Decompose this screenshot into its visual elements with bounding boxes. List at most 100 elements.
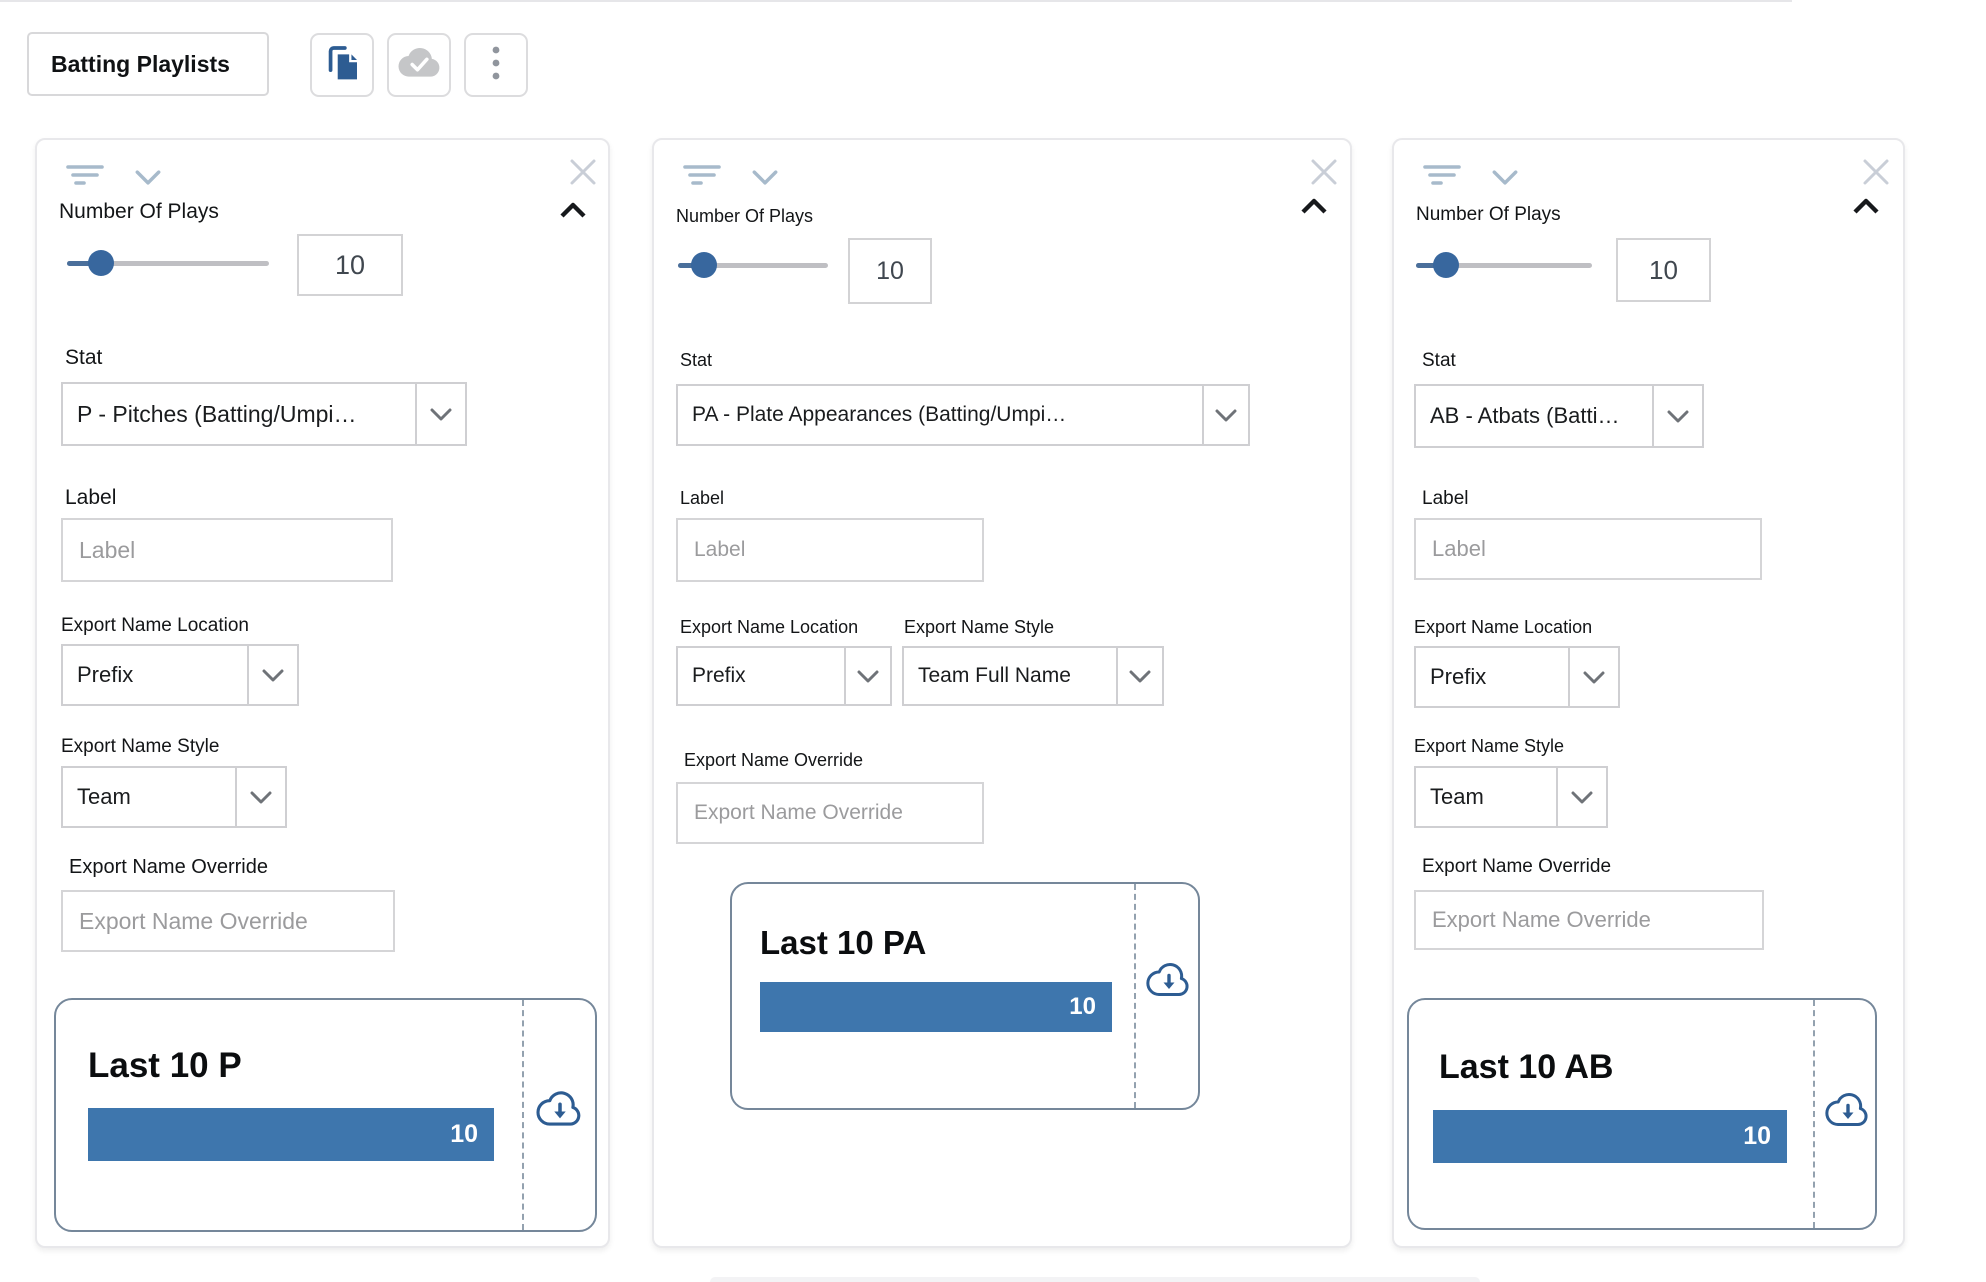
export-name-style-select[interactable]: Team: [61, 766, 287, 828]
slider-handle[interactable]: [1432, 252, 1459, 278]
cloud-download-icon[interactable]: [1823, 1092, 1873, 1135]
collapse-section-icon[interactable]: [559, 202, 587, 224]
export-name-location-value: Prefix: [77, 662, 134, 687]
close-icon[interactable]: [1862, 158, 1890, 191]
label-input[interactable]: [1414, 518, 1762, 580]
export-name-style-select[interactable]: Team Full Name: [902, 646, 1164, 706]
dropdown-chevron-icon[interactable]: [1202, 386, 1248, 444]
label-field-label: Label: [1422, 488, 1469, 509]
export-name-style-label: Export Name Style: [904, 617, 1055, 637]
playlist-preview-card[interactable]: Last 10 PA 10: [730, 882, 1200, 1110]
export-name-override-label: Export Name Override: [684, 750, 864, 770]
export-name-style-label: Export Name Style: [61, 736, 220, 757]
export-name-location-select[interactable]: Prefix: [61, 644, 299, 706]
slider-track[interactable]: [1416, 263, 1592, 268]
cloud-download-icon[interactable]: [1144, 962, 1194, 1005]
slider-fill: [1416, 263, 1446, 268]
close-icon[interactable]: [569, 158, 597, 191]
export-name-location-label: Export Name Location: [1414, 617, 1593, 637]
export-name-style-value: Team: [1430, 784, 1484, 809]
dropdown-chevron-icon[interactable]: [235, 768, 285, 826]
playlist-preview-card[interactable]: Last 10 AB 10: [1407, 998, 1877, 1230]
label-input[interactable]: [61, 518, 393, 582]
preview-divider: [1134, 884, 1136, 1108]
cloud-sync-button[interactable]: [387, 33, 451, 97]
top-divider: [0, 0, 1792, 2]
playlist-preview-title: Last 10 P: [88, 1046, 242, 1085]
playlist-config-card-1: Number Of Plays Stat P - Pitches (Battin…: [35, 138, 610, 1248]
cloud-download-icon[interactable]: [534, 1090, 586, 1135]
preview-divider: [1813, 1000, 1815, 1228]
slider-handle[interactable]: [88, 250, 115, 276]
export-name-override-input[interactable]: [61, 890, 395, 952]
export-name-style-value: Team: [77, 784, 131, 809]
playlist-preview-title: Last 10 AB: [1439, 1048, 1614, 1086]
playlist-preview-card[interactable]: Last 10 P 10: [54, 998, 597, 1232]
playlist-title-text: Batting Playlists: [51, 50, 230, 77]
stat-select[interactable]: P - Pitches (Batting/Umpi…: [61, 382, 467, 446]
number-of-plays-input[interactable]: [1616, 238, 1711, 302]
number-of-plays-slider[interactable]: [678, 252, 828, 278]
dropdown-chevron-icon[interactable]: [1116, 648, 1162, 704]
playlist-config-card-3: Number Of Plays Stat AB - Atbats (Batti……: [1392, 138, 1905, 1248]
number-of-plays-label: Number Of Plays: [1416, 204, 1561, 225]
playlist-preview-title: Last 10 PA: [760, 924, 927, 961]
copy-button[interactable]: [310, 33, 374, 97]
export-name-location-value: Prefix: [692, 664, 746, 687]
stat-label: Stat: [65, 346, 103, 369]
playlist-title-field[interactable]: Batting Playlists: [27, 32, 269, 96]
number-of-plays-input[interactable]: [848, 238, 932, 304]
dropdown-chevron-icon[interactable]: [415, 384, 465, 444]
stat-select[interactable]: AB - Atbats (Batti…: [1414, 384, 1704, 448]
filter-icon[interactable]: [65, 162, 105, 195]
slider-track[interactable]: [678, 263, 828, 268]
stat-select-value: P - Pitches (Batting/Umpi…: [77, 400, 357, 427]
export-name-style-value: Team Full Name: [918, 664, 1071, 687]
dropdown-chevron-icon[interactable]: [1556, 768, 1606, 826]
slider-handle[interactable]: [690, 252, 717, 278]
stat-select-value: AB - Atbats (Batti…: [1430, 403, 1620, 428]
collapse-section-icon[interactable]: [1300, 198, 1328, 220]
slider-fill: [67, 261, 102, 266]
export-name-override-input[interactable]: [676, 782, 984, 844]
playlist-count-bar: 10: [88, 1108, 494, 1161]
dropdown-chevron-icon[interactable]: [844, 648, 890, 704]
chevron-down-icon[interactable]: [752, 170, 778, 190]
number-of-plays-slider[interactable]: [1416, 252, 1592, 278]
dropdown-chevron-icon[interactable]: [1652, 386, 1702, 446]
export-name-location-select[interactable]: Prefix: [676, 646, 892, 706]
dropdown-chevron-icon[interactable]: [247, 646, 297, 704]
preview-divider: [522, 1000, 524, 1230]
offscreen-element-edge: [710, 1277, 1480, 1282]
playlist-count-bar: 10: [760, 982, 1112, 1032]
filter-icon[interactable]: [682, 162, 722, 195]
export-name-override-input[interactable]: [1414, 890, 1764, 950]
collapse-section-icon[interactable]: [1852, 198, 1880, 220]
number-of-plays-label: Number Of Plays: [676, 206, 814, 226]
export-name-location-value: Prefix: [1430, 664, 1487, 689]
number-of-plays-label: Number Of Plays: [59, 200, 219, 223]
chevron-down-icon[interactable]: [1492, 170, 1518, 190]
dropdown-chevron-icon[interactable]: [1568, 648, 1618, 706]
stat-label: Stat: [1422, 350, 1456, 371]
number-of-plays-slider[interactable]: [67, 250, 269, 276]
stat-label: Stat: [680, 350, 713, 370]
cloud-check-icon: [396, 46, 442, 85]
chevron-down-icon[interactable]: [135, 170, 161, 190]
playlist-count-bar: 10: [1433, 1110, 1787, 1163]
stat-select[interactable]: PA - Plate Appearances (Batting/Umpi…: [676, 384, 1250, 446]
slider-track[interactable]: [67, 261, 269, 266]
export-name-location-select[interactable]: Prefix: [1414, 646, 1620, 708]
export-name-style-select[interactable]: Team: [1414, 766, 1608, 828]
close-icon[interactable]: [1310, 158, 1338, 191]
export-name-location-label: Export Name Location: [680, 617, 859, 637]
number-of-plays-input[interactable]: [297, 234, 403, 296]
playlist-count-value: 10: [1743, 1122, 1771, 1150]
more-options-button[interactable]: [464, 33, 528, 97]
export-name-style-label: Export Name Style: [1414, 736, 1565, 756]
filter-icon[interactable]: [1422, 162, 1462, 195]
label-input[interactable]: [676, 518, 984, 582]
playlist-count-value: 10: [1069, 993, 1096, 1020]
kebab-menu-icon: [490, 43, 502, 88]
